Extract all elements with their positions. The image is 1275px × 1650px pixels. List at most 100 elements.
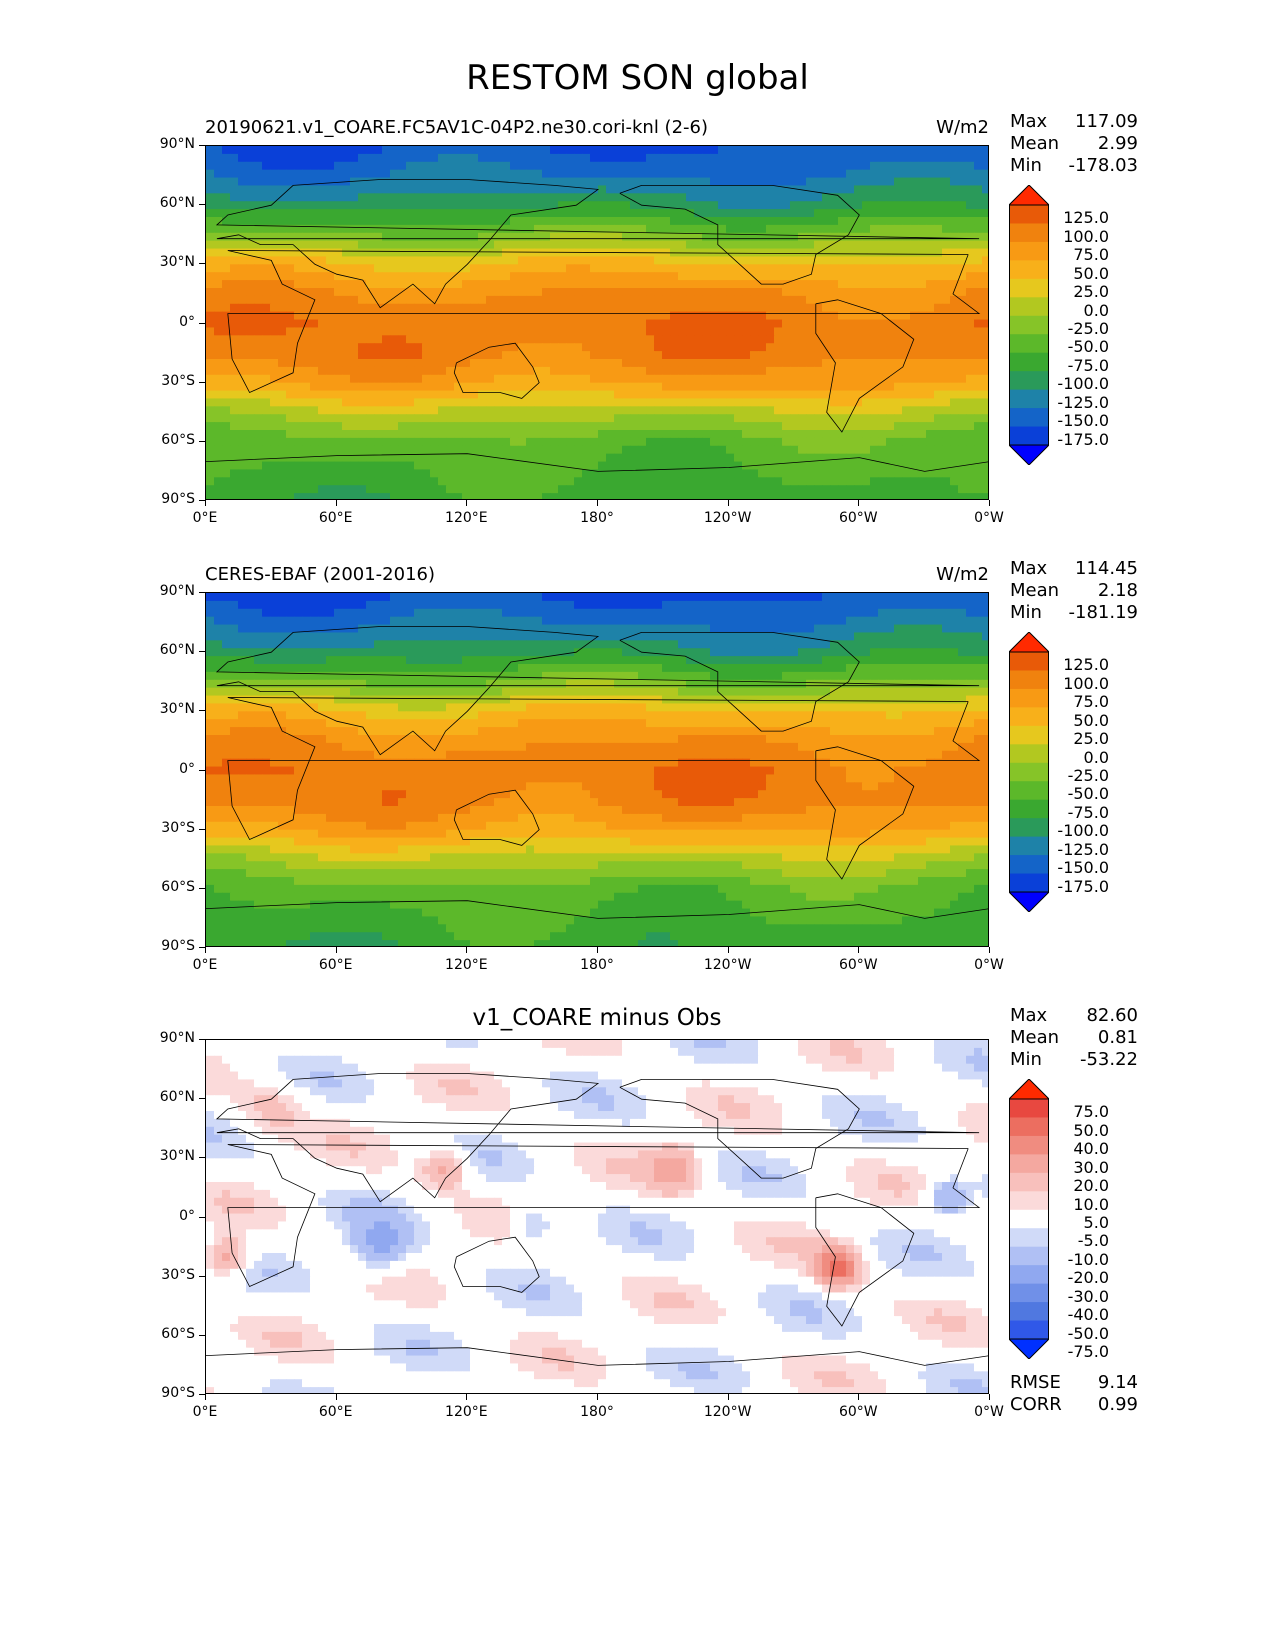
field-cell	[902, 319, 911, 329]
field-cell	[438, 185, 447, 194]
field-cell	[534, 608, 543, 618]
field-cell	[862, 201, 871, 210]
field-cell	[878, 209, 887, 218]
field-cell	[910, 177, 919, 187]
field-cell	[486, 382, 495, 392]
field-cell	[806, 240, 815, 250]
field-cell	[982, 146, 988, 155]
field-cell	[262, 430, 271, 439]
field-cell	[542, 477, 551, 486]
field-cell	[942, 351, 951, 360]
field-cell	[430, 366, 439, 376]
field-cell	[758, 169, 767, 179]
field-cell	[462, 240, 471, 250]
field-cell	[750, 311, 759, 321]
field-cell	[822, 209, 831, 218]
field-cell	[286, 169, 295, 179]
field-cell	[366, 217, 375, 226]
field-cell	[702, 153, 711, 163]
field-cell	[254, 493, 263, 499]
field-cell	[230, 477, 239, 486]
field-cell	[910, 382, 919, 392]
field-cell	[942, 193, 951, 202]
field-cell	[758, 264, 767, 273]
field-cell	[422, 327, 431, 336]
field-cell	[222, 453, 231, 463]
field-cell	[966, 295, 975, 305]
field-cell	[702, 616, 711, 626]
field-cell	[798, 616, 807, 626]
field-cell	[526, 366, 535, 376]
field-cell	[678, 608, 687, 618]
field-cell	[542, 616, 551, 626]
field-cell	[542, 209, 551, 218]
field-cell	[766, 382, 775, 392]
field-cell	[286, 319, 295, 329]
field-cell	[582, 272, 591, 281]
field-cell	[694, 624, 703, 634]
field-cell	[790, 461, 799, 471]
field-cell	[318, 600, 327, 610]
field-cell	[798, 256, 807, 265]
field-cell	[270, 303, 279, 313]
field-cell	[222, 295, 231, 305]
field-cell	[942, 217, 951, 226]
field-cell	[926, 311, 935, 321]
field-cell	[622, 327, 631, 336]
field-cell	[262, 469, 271, 478]
field-cell	[686, 477, 695, 486]
field-cell	[838, 248, 847, 258]
field-cell	[382, 177, 391, 187]
field-cell	[806, 374, 815, 384]
field-cell	[790, 264, 799, 273]
field-cell	[478, 414, 487, 423]
field-cell	[790, 193, 799, 202]
field-cell	[806, 153, 815, 163]
field-cell	[438, 327, 447, 336]
field-cell	[518, 153, 527, 163]
field-cell	[430, 430, 439, 439]
field-cell	[942, 256, 951, 265]
field-cell	[374, 217, 383, 226]
field-cell	[686, 217, 695, 226]
field-cell	[422, 430, 431, 439]
field-cell	[534, 288, 543, 297]
field-cell	[470, 382, 479, 392]
field-cell	[782, 288, 791, 297]
field-cell	[398, 201, 407, 210]
field-cell	[558, 288, 567, 297]
field-cell	[670, 485, 679, 494]
field-cell	[646, 146, 655, 155]
field-cell	[638, 185, 647, 194]
field-cell	[406, 209, 415, 218]
field-cell	[926, 343, 935, 352]
field-cell	[310, 327, 319, 336]
field-cell	[454, 398, 463, 407]
field-cell	[862, 406, 871, 415]
field-cell	[862, 593, 871, 602]
field-cell	[558, 311, 567, 321]
field-cell	[670, 469, 679, 478]
field-cell	[590, 201, 599, 210]
field-cell	[934, 224, 943, 234]
field-cell	[510, 240, 519, 250]
field-cell	[942, 485, 951, 494]
field-cell	[830, 240, 839, 250]
field-cell	[326, 169, 335, 179]
field-cell	[494, 374, 503, 384]
field-cell	[934, 600, 943, 610]
field-cell	[382, 359, 391, 368]
field-cell	[534, 390, 543, 400]
field-cell	[654, 319, 663, 329]
field-cell	[502, 382, 511, 392]
field-cell	[926, 374, 935, 384]
field-cell	[326, 469, 335, 478]
field-cell	[206, 437, 215, 447]
field-cell	[678, 311, 687, 321]
field-cell	[254, 288, 263, 297]
field-cell	[926, 437, 935, 447]
field-cell	[278, 288, 287, 297]
field-cell	[438, 437, 447, 447]
field-cell	[462, 477, 471, 486]
field-cell	[678, 437, 687, 447]
